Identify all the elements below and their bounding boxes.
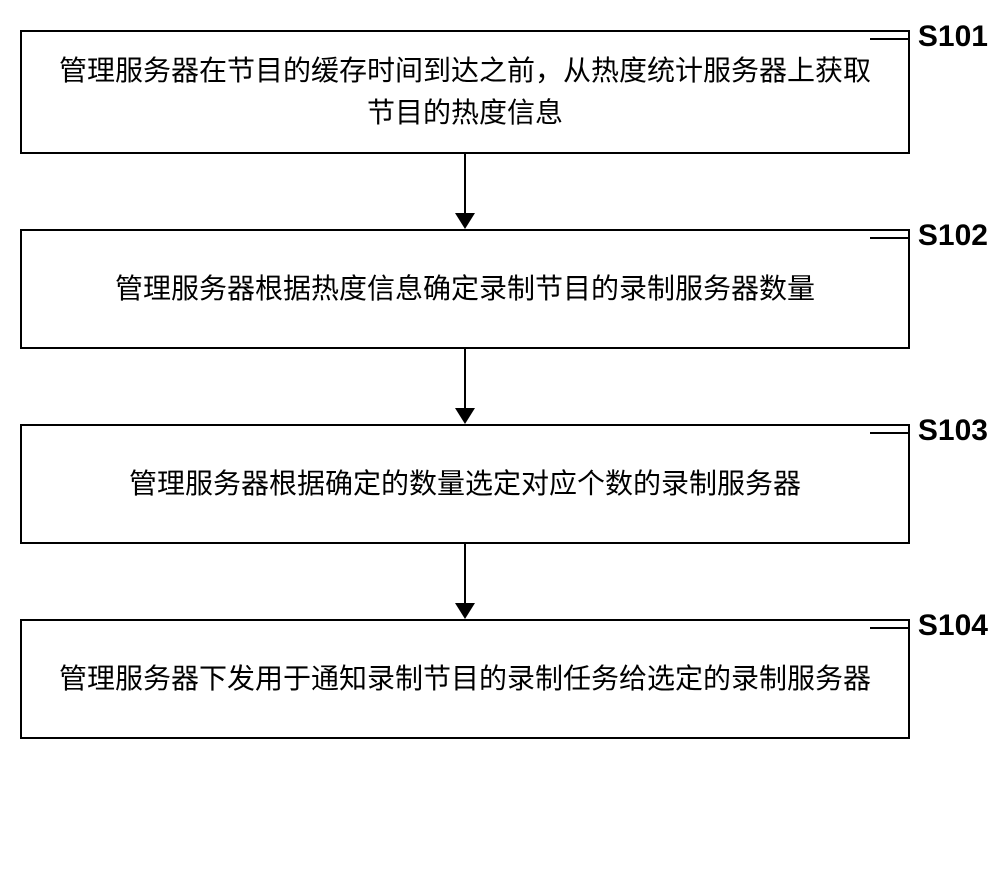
step-text: 管理服务器下发用于通知录制节目的录制任务给选定的录制服务器 xyxy=(59,658,871,700)
flowchart-step: 管理服务器在节目的缓存时间到达之前，从热度统计服务器上获取节目的热度信息 S10… xyxy=(20,30,980,154)
arrow-head-icon xyxy=(455,408,475,424)
flowchart-container: 管理服务器在节目的缓存时间到达之前，从热度统计服务器上获取节目的热度信息 S10… xyxy=(20,30,980,739)
flowchart-arrow xyxy=(0,544,945,619)
step-box-s103: 管理服务器根据确定的数量选定对应个数的录制服务器 xyxy=(20,424,910,544)
step-box-s104: 管理服务器下发用于通知录制节目的录制任务给选定的录制服务器 xyxy=(20,619,910,739)
arrow-line xyxy=(464,349,466,408)
step-label: S103 xyxy=(918,414,988,448)
label-connector xyxy=(870,237,910,239)
step-label: S102 xyxy=(918,219,988,253)
flowchart-arrow xyxy=(0,154,945,229)
flowchart-step: 管理服务器下发用于通知录制节目的录制任务给选定的录制服务器 S104 xyxy=(20,619,980,739)
step-label: S101 xyxy=(918,20,988,54)
arrow-line xyxy=(464,154,466,213)
arrow-head-icon xyxy=(455,213,475,229)
step-text: 管理服务器根据确定的数量选定对应个数的录制服务器 xyxy=(129,463,801,505)
step-box-s102: 管理服务器根据热度信息确定录制节目的录制服务器数量 xyxy=(20,229,910,349)
flowchart-arrow xyxy=(0,349,945,424)
label-connector xyxy=(870,38,910,40)
label-connector xyxy=(870,627,910,629)
arrow-head-icon xyxy=(455,603,475,619)
flowchart-step: 管理服务器根据确定的数量选定对应个数的录制服务器 S103 xyxy=(20,424,980,544)
step-label: S104 xyxy=(918,609,988,643)
label-connector xyxy=(870,432,910,434)
arrow-line xyxy=(464,544,466,603)
flowchart-step: 管理服务器根据热度信息确定录制节目的录制服务器数量 S102 xyxy=(20,229,980,349)
step-box-s101: 管理服务器在节目的缓存时间到达之前，从热度统计服务器上获取节目的热度信息 xyxy=(20,30,910,154)
step-text: 管理服务器在节目的缓存时间到达之前，从热度统计服务器上获取节目的热度信息 xyxy=(52,50,878,134)
step-text: 管理服务器根据热度信息确定录制节目的录制服务器数量 xyxy=(115,268,815,310)
